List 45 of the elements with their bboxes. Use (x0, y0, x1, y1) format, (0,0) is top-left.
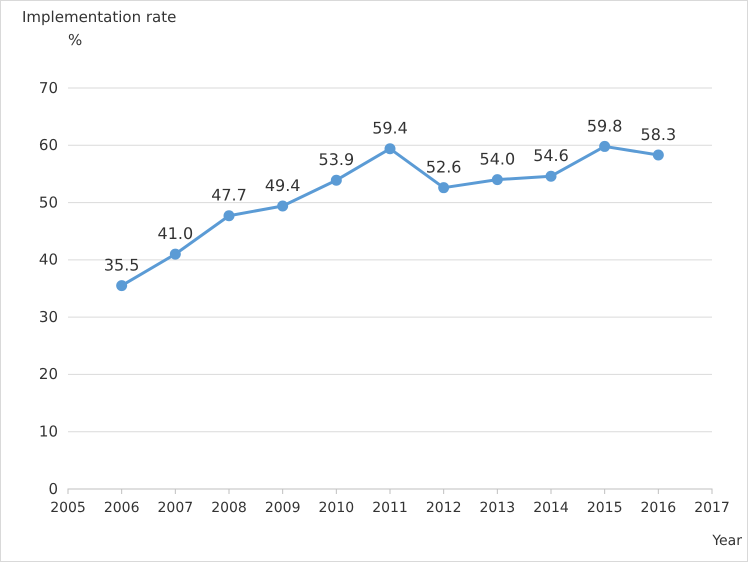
x-tick-label: 2006 (104, 500, 140, 516)
point (546, 170, 556, 182)
y-tick-label: 50 (38, 193, 58, 212)
x-tick-label: 2013 (480, 500, 516, 516)
y-tick-label: 30 (38, 308, 58, 326)
data-label: 49.4 (264, 176, 300, 196)
data-label: 59.4 (372, 118, 408, 138)
x-tick-label: 2011 (372, 500, 408, 516)
x-tick-label: 2015 (586, 500, 622, 516)
x-tick-label: 2010 (318, 500, 354, 516)
data-label: 53.9 (318, 150, 354, 170)
data-label: 58.3 (640, 125, 676, 144)
x-tick-label: 2014 (533, 500, 569, 516)
x-tick-label: 2009 (264, 500, 300, 516)
x-tick-label: 2016 (640, 500, 676, 516)
point (384, 143, 396, 154)
y-tick-label: 0 (48, 480, 58, 498)
x-axis-title: Year (711, 533, 742, 549)
data-label: 52.6 (426, 158, 462, 177)
point (599, 140, 610, 152)
x-tick-label: 2008 (211, 500, 247, 516)
x-tick-label: 2005 (50, 500, 86, 516)
point (116, 280, 128, 292)
y-axis-title: Implementation rate % (22, 8, 176, 49)
point (277, 200, 288, 212)
point (330, 174, 342, 186)
y-tick-label: 60 (38, 136, 58, 154)
point (170, 248, 181, 260)
data-label: 41.0 (158, 224, 194, 244)
point (492, 174, 503, 186)
point (652, 150, 664, 161)
point (224, 210, 234, 222)
data-label: 59.8 (586, 116, 622, 136)
y-tick-label: 70 (38, 78, 58, 97)
y-tick-label: 20 (38, 365, 58, 384)
x-tick-label: 2017 (694, 500, 730, 516)
y-tick-label: 10 (38, 422, 58, 441)
data-label: 35.5 (104, 256, 140, 275)
data-label: 54.0 (480, 150, 516, 169)
data-label: 54.6 (533, 146, 569, 166)
point (438, 182, 450, 194)
x-tick-label: 2012 (426, 500, 462, 516)
y-tick-label: 40 (38, 250, 58, 269)
data-label: 47.7 (211, 186, 247, 205)
x-tick-label: 2007 (158, 500, 194, 516)
